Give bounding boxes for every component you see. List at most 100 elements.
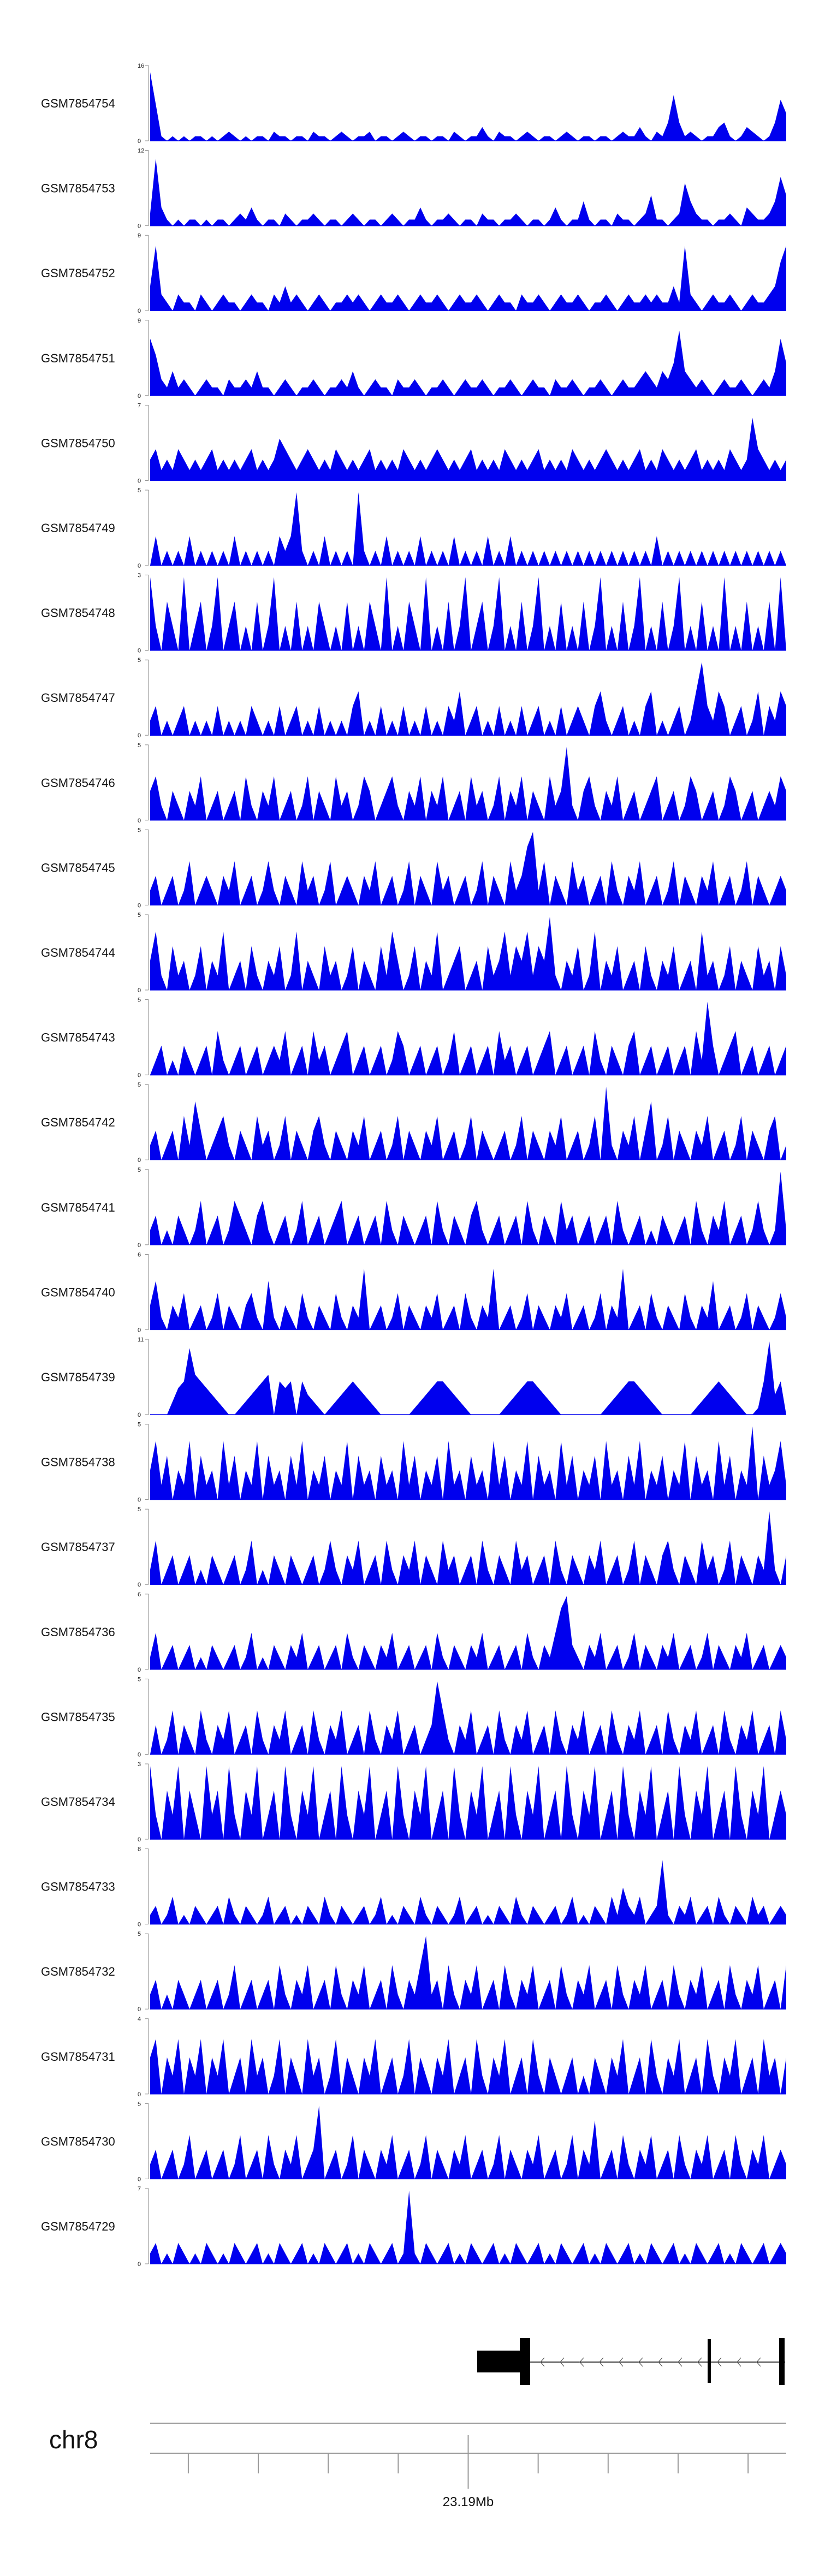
y-min-label: 0 [138,1922,141,1928]
y-max-label: 5 [138,1506,141,1513]
y-min-label: 0 [138,1497,141,1504]
exon-2 [708,2339,711,2383]
y-min-label: 0 [138,2091,141,2098]
y-max-label: 8 [138,1846,141,1853]
coverage-area [150,1766,786,1839]
track-label: GSM7854743 [41,1031,115,1045]
track-label: GSM7854735 [41,1710,115,1724]
track-label: GSM7854729 [41,2220,115,2233]
y-min-label: 0 [138,902,141,909]
track-GSM7854752: GSM7854752 9 0 [41,232,786,314]
y-max-label: 7 [138,2186,141,2192]
strand-arrows [540,2357,761,2367]
coverage-area [150,418,786,481]
track-GSM7854746: GSM7854746 5 0 [41,742,786,824]
y-max-label: 12 [138,148,144,154]
strand-arrow [638,2357,643,2367]
strand-arrow [658,2357,663,2367]
y-min-label: 0 [138,1667,141,1673]
y-min-label: 0 [138,1836,141,1843]
strand-arrow [560,2357,565,2367]
y-max-label: 5 [138,657,141,664]
coverage-area [150,1341,786,1415]
coverage-area [150,1426,786,1500]
coverage-area [150,1171,786,1245]
y-max-label: 5 [138,487,141,494]
y-min-label: 0 [138,1242,141,1249]
y-max-label: 11 [138,1337,144,1343]
strand-arrow [540,2357,545,2367]
y-max-label: 5 [138,2101,141,2107]
track-GSM7854744: GSM7854744 5 0 [41,912,786,994]
gene-model [477,2338,785,2385]
y-min-label: 0 [138,1751,141,1758]
track-GSM7854742: GSM7854742 5 0 [41,1082,786,1164]
coverage-area [150,2106,786,2179]
coverage-area [150,158,786,226]
exon-3 [779,2338,785,2385]
y-min-label: 0 [138,648,141,654]
y-max-label: 5 [138,1422,141,1428]
y-min-label: 0 [138,732,141,739]
track-GSM7854741: GSM7854741 5 0 [41,1167,786,1249]
coverage-area [150,832,786,905]
coverage-area [150,2039,786,2094]
y-max-label: 5 [138,1167,141,1173]
track-GSM7854730: GSM7854730 5 0 [41,2101,786,2183]
y-max-label: 5 [138,1931,141,1937]
coverage-area [150,1860,786,1924]
y-min-label: 0 [138,818,141,824]
track-GSM7854732: GSM7854732 5 0 [41,1931,786,2013]
track-label: GSM7854733 [41,1880,115,1894]
strand-arrow [678,2357,682,2367]
y-max-label: 6 [138,1251,141,1258]
track-GSM7854734: GSM7854734 3 0 [41,1761,786,1843]
coverage-area [150,1511,786,1585]
y-max-label: 4 [138,2016,141,2023]
track-label: GSM7854745 [41,861,115,874]
y-min-label: 0 [138,1157,141,1164]
track-GSM7854748: GSM7854748 3 0 [41,573,786,654]
y-min-label: 0 [138,2261,141,2268]
coverage-area [150,1001,786,1075]
y-min-label: 0 [138,223,141,230]
y-min-label: 0 [138,478,141,484]
track-label: GSM7854754 [41,97,115,110]
strand-arrow [579,2357,584,2367]
coverage-area [150,72,786,141]
track-label: GSM7854749 [41,521,115,535]
track-label: GSM7854751 [41,351,115,365]
y-max-label: 5 [138,912,141,919]
track-GSM7854751: GSM7854751 9 0 [41,318,786,399]
coverage-area [150,747,786,820]
track-label: GSM7854742 [41,1116,115,1129]
chromosome-label: chr8 [49,2425,98,2454]
y-min-label: 0 [138,2006,141,2013]
track-GSM7854733: GSM7854733 8 0 [41,1846,786,1928]
strand-arrow [697,2357,702,2367]
track-GSM7854729: GSM7854729 7 0 [41,2186,786,2268]
track-label: GSM7854752 [41,266,115,280]
track-label: GSM7854731 [41,2050,115,2064]
y-min-label: 0 [138,308,141,314]
coverage-area [150,492,786,565]
track-label: GSM7854736 [41,1625,115,1639]
track-GSM7854736: GSM7854736 6 0 [41,1591,786,1673]
y-min-label: 0 [138,1582,141,1588]
track-label: GSM7854746 [41,776,115,790]
track-label: GSM7854738 [41,1456,115,1469]
strand-arrow [756,2357,761,2367]
strand-arrow [619,2357,624,2367]
track-label: GSM7854741 [41,1201,115,1214]
track-GSM7854738: GSM7854738 5 0 [41,1422,786,1504]
coverage-area [150,1268,786,1330]
track-label: GSM7854750 [41,436,115,450]
y-max-label: 3 [138,1761,141,1768]
track-label: GSM7854730 [41,2134,115,2148]
strand-arrow [717,2357,722,2367]
y-min-label: 0 [138,1327,141,1333]
track-label: GSM7854740 [41,1285,115,1299]
coverage-area [150,917,786,990]
track-label: GSM7854739 [41,1370,115,1384]
